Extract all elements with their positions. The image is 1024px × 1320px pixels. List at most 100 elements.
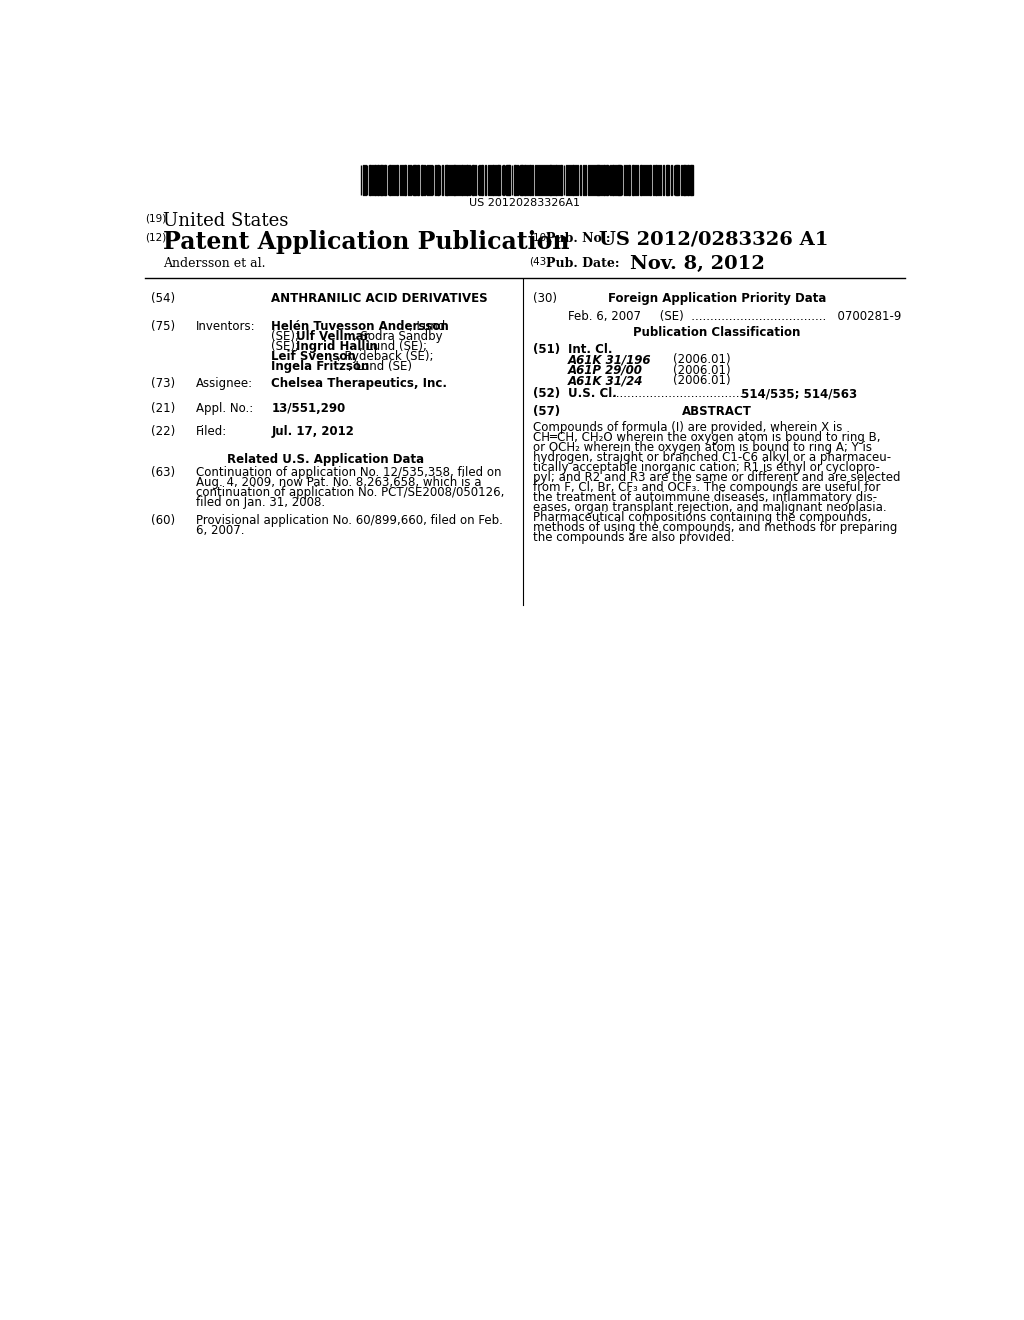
Bar <box>506 165 509 195</box>
Bar <box>583 165 585 195</box>
Text: Andersson et al.: Andersson et al. <box>163 257 265 271</box>
Bar <box>577 165 579 195</box>
Text: (63): (63) <box>152 466 175 479</box>
Bar <box>396 165 398 195</box>
Text: Feb. 6, 2007     (SE)  ....................................   0700281-9: Feb. 6, 2007 (SE) ......................… <box>568 310 901 323</box>
Text: Jul. 17, 2012: Jul. 17, 2012 <box>271 425 354 438</box>
Text: Provisional application No. 60/899,660, filed on Feb.: Provisional application No. 60/899,660, … <box>197 515 503 527</box>
Bar <box>691 165 693 195</box>
Bar <box>464 165 465 195</box>
Bar <box>445 165 446 195</box>
Bar <box>417 165 420 195</box>
Text: (2006.01): (2006.01) <box>673 374 730 387</box>
Text: , Lund (SE);: , Lund (SE); <box>359 341 427 354</box>
Bar <box>640 165 642 195</box>
Text: (21): (21) <box>152 401 175 414</box>
Bar <box>437 165 438 195</box>
Text: (30): (30) <box>532 293 557 305</box>
Bar <box>421 165 423 195</box>
Bar <box>603 165 604 195</box>
Text: 6, 2007.: 6, 2007. <box>197 524 245 537</box>
Bar <box>381 165 383 195</box>
Text: .......................................: ....................................... <box>597 387 746 400</box>
Bar <box>663 165 665 195</box>
Text: A61K 31/196: A61K 31/196 <box>568 354 651 366</box>
Text: or OCH₂ wherein the oxygen atom is bound to ring A; Y is: or OCH₂ wherein the oxygen atom is bound… <box>532 441 871 454</box>
Bar <box>429 165 430 195</box>
Bar <box>645 165 646 195</box>
Text: , Rydeback (SE);: , Rydeback (SE); <box>337 350 433 363</box>
Text: tically acceptable inorganic cation; R1 is ethyl or cyclopro-: tically acceptable inorganic cation; R1 … <box>532 461 880 474</box>
Text: Pub. Date:: Pub. Date: <box>547 257 620 271</box>
Bar <box>671 165 672 195</box>
Text: Assignee:: Assignee: <box>197 378 253 391</box>
Bar <box>414 165 416 195</box>
Bar <box>401 165 403 195</box>
Bar <box>449 165 451 195</box>
Text: (10): (10) <box>529 232 551 243</box>
Text: (19): (19) <box>145 214 166 224</box>
Text: A61P 29/00: A61P 29/00 <box>568 363 643 376</box>
Bar <box>442 165 443 195</box>
Text: Compounds of formula (I) are provided, wherein X is: Compounds of formula (I) are provided, w… <box>532 421 842 434</box>
Bar <box>598 165 600 195</box>
Bar <box>560 165 562 195</box>
Bar <box>659 165 662 195</box>
Bar <box>391 165 393 195</box>
Text: (SE);: (SE); <box>271 341 303 354</box>
Bar <box>553 165 554 195</box>
Bar <box>369 165 371 195</box>
Bar <box>531 165 534 195</box>
Bar <box>499 165 500 195</box>
Text: continuation of application No. PCT/SE2008/050126,: continuation of application No. PCT/SE20… <box>197 487 505 499</box>
Text: Related U.S. Application Data: Related U.S. Application Data <box>227 453 424 466</box>
Text: (73): (73) <box>152 378 175 391</box>
Bar <box>668 165 669 195</box>
Text: Foreign Application Priority Data: Foreign Application Priority Data <box>608 293 826 305</box>
Text: Aug. 4, 2009, now Pat. No. 8,263,658, which is a: Aug. 4, 2009, now Pat. No. 8,263,658, wh… <box>197 477 481 490</box>
Bar <box>461 165 463 195</box>
Text: Helén Tuvesson Andersson: Helén Tuvesson Andersson <box>271 321 450 333</box>
Text: Chelsea Therapeutics, Inc.: Chelsea Therapeutics, Inc. <box>271 378 447 391</box>
Bar <box>684 165 686 195</box>
Text: (75): (75) <box>152 321 175 333</box>
Text: , Sodra Sandby: , Sodra Sandby <box>353 330 442 343</box>
Text: pyl; and R2 and R3 are the same or different and are selected: pyl; and R2 and R3 are the same or diffe… <box>532 471 900 484</box>
Text: 514/535; 514/563: 514/535; 514/563 <box>737 387 857 400</box>
Text: US 20120283326A1: US 20120283326A1 <box>469 198 581 207</box>
Text: hydrogen, straight or branched C1-C6 alkyl or a pharmaceu-: hydrogen, straight or branched C1-C6 alk… <box>532 451 891 465</box>
Text: Ingela Fritzson: Ingela Fritzson <box>271 360 370 374</box>
Bar <box>626 165 627 195</box>
Bar <box>588 165 589 195</box>
Bar <box>472 165 474 195</box>
Bar <box>375 165 376 195</box>
Text: Pub. No.:: Pub. No.: <box>547 232 611 246</box>
Text: Int. Cl.: Int. Cl. <box>568 343 612 356</box>
Text: Ingrid Hallin: Ingrid Hallin <box>296 341 378 354</box>
Text: US 2012/0283326 A1: US 2012/0283326 A1 <box>599 230 828 248</box>
Bar <box>566 165 567 195</box>
Text: Publication Classification: Publication Classification <box>633 326 801 339</box>
Bar <box>572 165 574 195</box>
Text: (2006.01): (2006.01) <box>673 363 730 376</box>
Bar <box>524 165 526 195</box>
Text: , Lund: , Lund <box>410 321 445 333</box>
Bar <box>596 165 598 195</box>
Bar <box>550 165 552 195</box>
Text: (12): (12) <box>145 232 166 243</box>
Text: United States: United States <box>163 211 288 230</box>
Text: from F, Cl, Br, CF₃ and OCF₃. The compounds are useful for: from F, Cl, Br, CF₃ and OCF₃. The compou… <box>532 480 880 494</box>
Text: methods of using the compounds, and methods for preparing: methods of using the compounds, and meth… <box>532 521 897 535</box>
Bar <box>681 165 682 195</box>
Text: eases, organ transplant rejection, and malignant neoplasia.: eases, organ transplant rejection, and m… <box>532 502 886 513</box>
Bar <box>487 165 489 195</box>
Bar <box>606 165 607 195</box>
Bar <box>457 165 458 195</box>
Bar <box>611 165 614 195</box>
Bar <box>614 165 616 195</box>
Text: Ulf Vellmar: Ulf Vellmar <box>296 330 370 343</box>
Text: U.S. Cl.: U.S. Cl. <box>568 387 617 400</box>
Bar <box>514 165 516 195</box>
Text: (43): (43) <box>529 257 551 267</box>
Text: Pharmaceutical compositions containing the compounds,: Pharmaceutical compositions containing t… <box>532 511 870 524</box>
